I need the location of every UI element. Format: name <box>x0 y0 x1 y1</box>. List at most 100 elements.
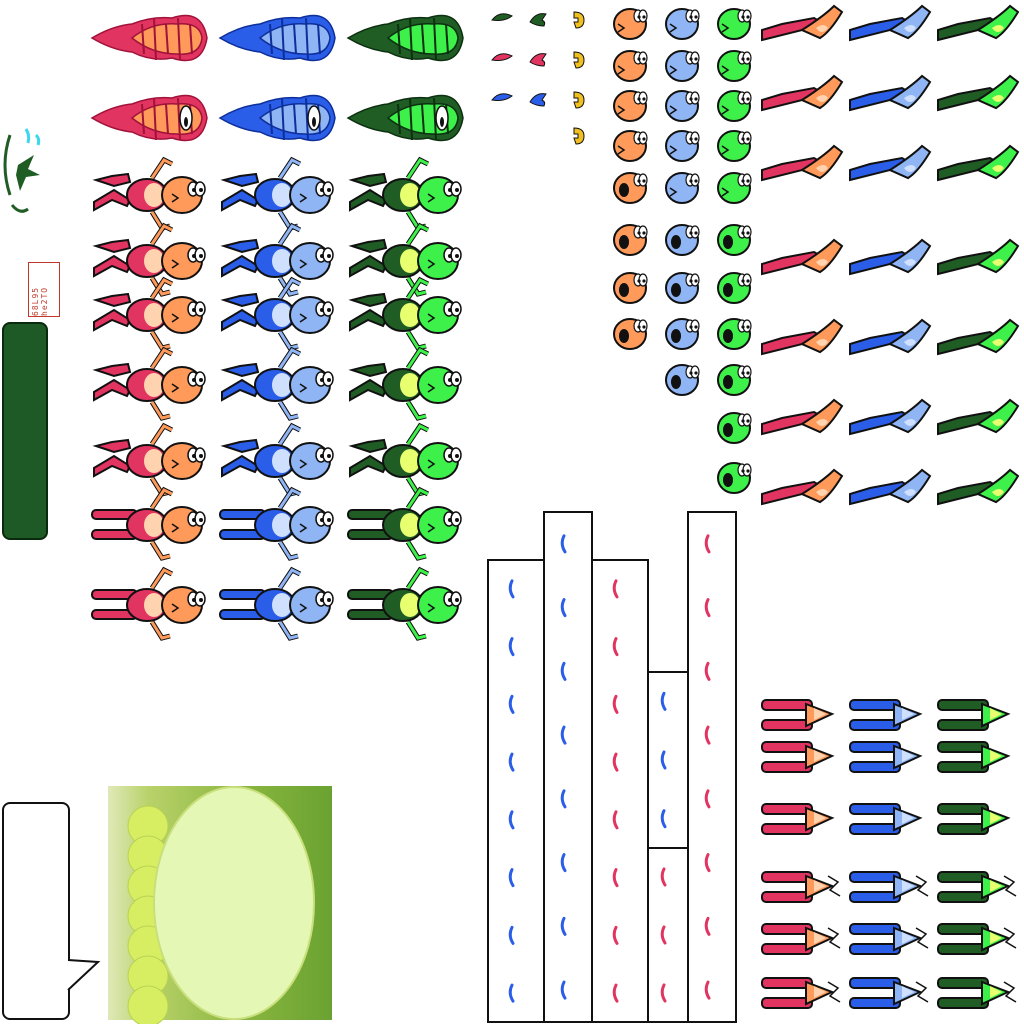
small-token <box>529 13 547 27</box>
frog-head-sprite <box>665 8 700 40</box>
frog-sprite <box>220 276 334 351</box>
strip-mark <box>704 661 711 681</box>
strip-mark <box>660 750 667 770</box>
light-strip <box>687 511 737 1023</box>
strip-mark <box>508 637 515 657</box>
frog-legs-diagonal <box>761 144 844 182</box>
frog-sprite <box>348 422 462 497</box>
green-panel <box>2 322 48 540</box>
frog-legs-upright <box>761 977 841 1009</box>
light-strip <box>647 671 689 849</box>
frog-legs-diagonal <box>849 144 932 182</box>
frog-legs-diagonal <box>849 238 932 276</box>
frog-legs-upright <box>849 977 929 1009</box>
frog-sprite <box>348 346 462 421</box>
small-token <box>491 93 513 101</box>
strip-mark <box>560 661 567 681</box>
strip-mark <box>560 598 567 618</box>
frog-head-sprite <box>717 90 752 122</box>
frog-head-sprite <box>717 462 752 494</box>
frog-head-sprite <box>717 50 752 82</box>
frog-legs-diagonal <box>849 318 932 356</box>
strip-mark <box>612 694 619 714</box>
frog-head-sprite <box>613 172 648 204</box>
strip-mark <box>660 691 667 711</box>
frog-legs-diagonal <box>761 468 844 506</box>
frog-legs-upright <box>849 871 929 903</box>
frog-sprite <box>347 566 462 641</box>
frog-head-sprite <box>665 364 700 396</box>
frog-legs-upright <box>849 699 923 731</box>
flame-trail-sprite <box>90 14 208 62</box>
flame-trail-sprite <box>218 14 336 62</box>
frog-sprite <box>92 276 206 351</box>
frog-head-sprite <box>613 90 648 122</box>
light-strip <box>647 847 689 1023</box>
frog-legs-diagonal <box>849 4 932 42</box>
strip-mark <box>660 925 667 945</box>
frog-sprite <box>92 346 206 421</box>
light-strip <box>487 559 545 1023</box>
frog-legs-upright <box>849 741 923 773</box>
small-token <box>491 53 513 61</box>
strip-mark <box>560 789 567 809</box>
frog-head-sprite <box>665 224 700 256</box>
strip-mark <box>508 983 515 1003</box>
frog-head-sprite <box>665 172 700 204</box>
strip-mark <box>612 810 619 830</box>
frog-legs-upright <box>849 923 929 955</box>
frog-head-sprite <box>717 224 752 256</box>
score-readout: 68L95 he2TO <box>28 262 60 317</box>
frog-head-sprite <box>665 272 700 304</box>
frog-legs-upright <box>761 699 835 731</box>
frog-legs-upright <box>937 699 1011 731</box>
frog-legs-diagonal <box>937 74 1020 112</box>
flame-trail-sprite <box>346 14 464 62</box>
frog-sprite <box>220 222 334 297</box>
frog-head-sprite <box>665 50 700 82</box>
frog-legs-upright <box>849 803 923 835</box>
frog-head-sprite <box>613 272 648 304</box>
strip-mark <box>612 752 619 772</box>
speech-bubble-tail <box>67 959 101 991</box>
frog-legs-diagonal <box>937 398 1020 436</box>
frog-head-sprite <box>717 8 752 40</box>
sprout-sprite <box>3 128 41 213</box>
strip-mark <box>660 867 667 887</box>
flame-trail-sprite <box>218 94 336 142</box>
strip-mark <box>660 809 667 829</box>
frog-legs-upright <box>761 803 835 835</box>
strip-mark <box>704 725 711 745</box>
frog-legs-diagonal <box>761 238 844 276</box>
frog-sprite <box>347 486 462 561</box>
frog-legs-diagonal <box>937 468 1020 506</box>
strip-mark <box>704 534 711 554</box>
frog-legs-diagonal <box>761 318 844 356</box>
flame-trail-sprite <box>90 94 208 142</box>
frog-sprite <box>220 156 334 231</box>
background-card-art <box>127 786 315 1024</box>
light-strip <box>543 511 593 1023</box>
small-token <box>573 127 585 145</box>
strip-mark <box>560 853 567 873</box>
strip-mark <box>508 868 515 888</box>
small-token <box>573 51 585 69</box>
strip-mark <box>560 916 567 936</box>
frog-sprite <box>92 422 206 497</box>
strip-mark <box>508 752 515 772</box>
frog-legs-diagonal <box>849 468 932 506</box>
frog-sprite <box>92 222 206 297</box>
frog-sprite <box>219 486 334 561</box>
frog-sprite <box>348 156 462 231</box>
frog-legs-upright <box>937 741 1011 773</box>
small-token <box>529 53 547 67</box>
frog-sprite <box>91 566 206 641</box>
frog-head-sprite <box>717 364 752 396</box>
strip-mark <box>704 853 711 873</box>
speech-bubble <box>2 802 70 1020</box>
frog-sprite <box>219 566 334 641</box>
strip-mark <box>612 983 619 1003</box>
small-token <box>573 11 585 29</box>
frog-legs-upright <box>937 803 1011 835</box>
